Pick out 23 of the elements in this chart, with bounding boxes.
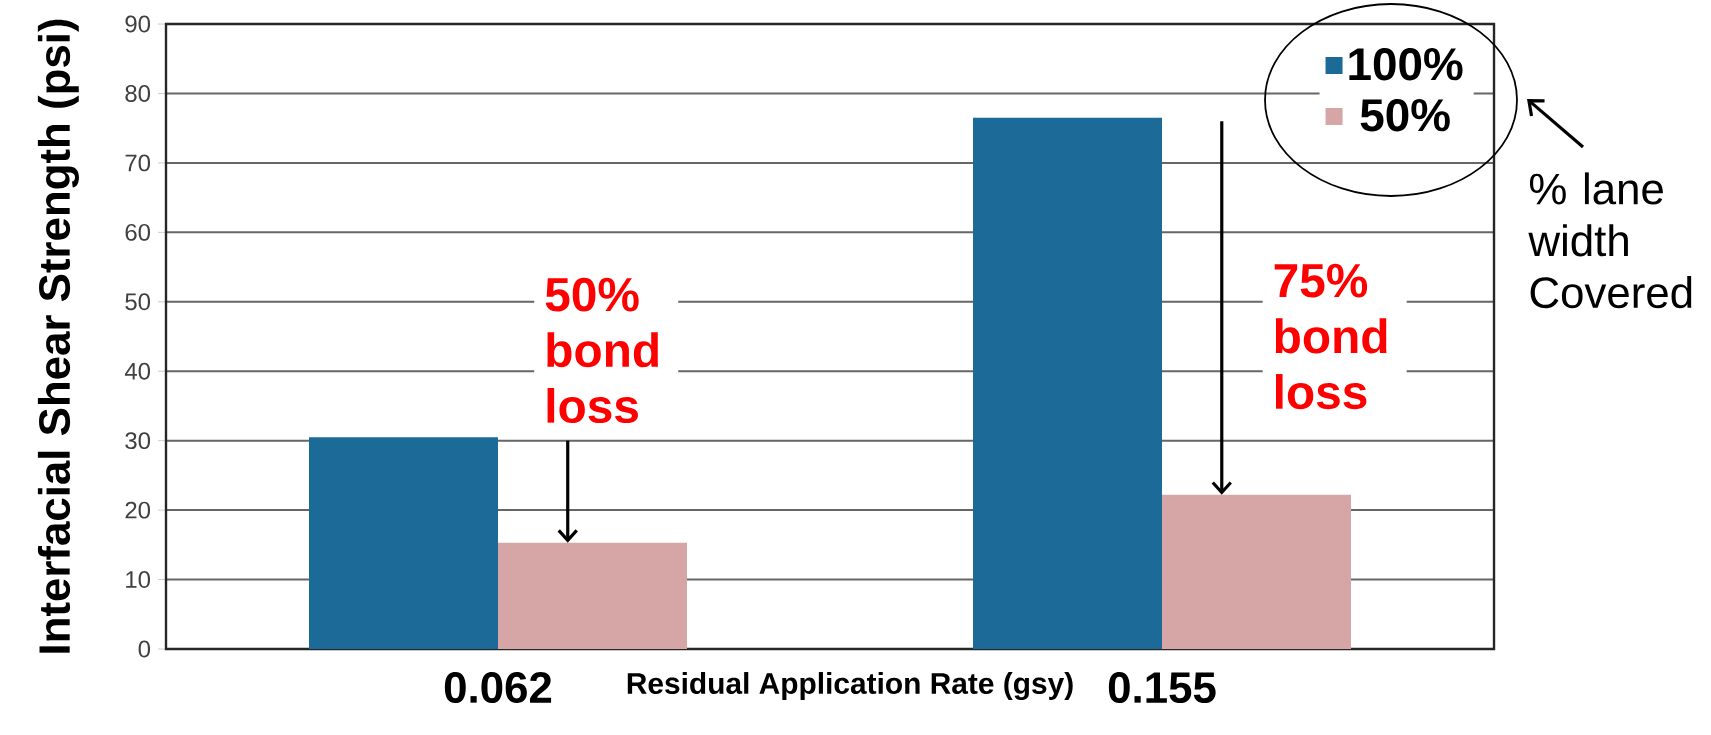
y-tick-label: 80 — [125, 85, 151, 102]
x-tick-label: 0.155 — [1108, 672, 1216, 704]
bar — [309, 437, 498, 649]
annotation: 75% bond loss — [1274, 263, 1387, 410]
y-tick-label: 0 — [138, 640, 151, 658]
y-tick-label: 70 — [125, 154, 151, 172]
y-axis-title: Interfacial Shear Strength (psi) — [37, 19, 79, 653]
x-tick-label: 0.062 — [444, 672, 552, 704]
y-tick-label: 90 — [125, 15, 151, 33]
y-tick-label: 10 — [126, 571, 151, 589]
y-tick-label: 50 — [125, 293, 151, 311]
text: % lane width Covered — [1528, 172, 1692, 309]
annotation: 50% bond loss — [545, 277, 658, 424]
y-tick-label: 20 — [125, 501, 151, 519]
y-tick-label: 40 — [124, 362, 151, 380]
legend-label: 100% — [1349, 48, 1463, 81]
bar — [973, 117, 1163, 649]
legend-label: 50% — [1360, 98, 1450, 132]
x-axis-title: Residual Application Rate (gsy) — [627, 672, 1073, 701]
y-tick-label: 30 — [125, 432, 151, 450]
bar — [1162, 494, 1352, 649]
y-tick-label: 60 — [125, 223, 151, 241]
bar — [498, 542, 688, 649]
